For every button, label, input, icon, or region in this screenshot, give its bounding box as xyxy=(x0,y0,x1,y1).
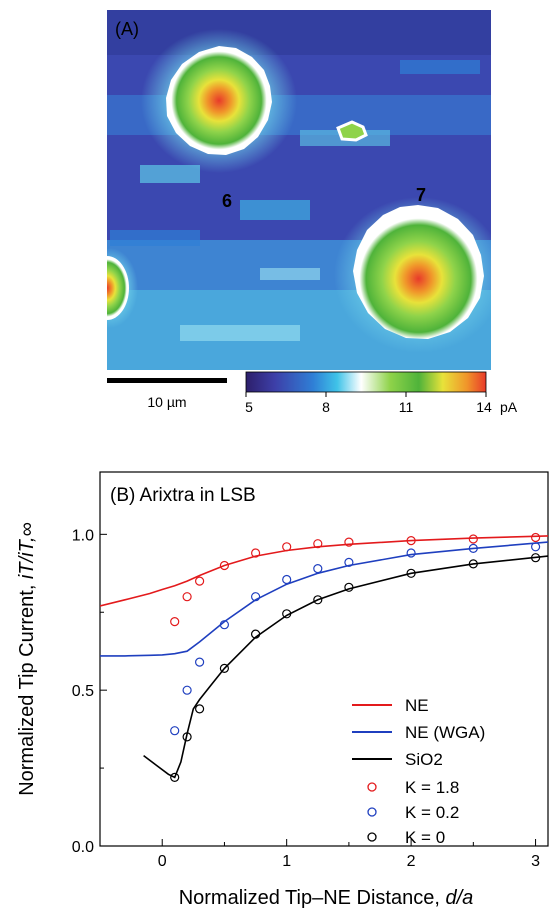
map-texture xyxy=(180,325,300,341)
x-tick-label: 2 xyxy=(407,853,416,870)
data-point-k-1-8 xyxy=(282,542,292,552)
data-point-k-1-8 xyxy=(170,616,180,627)
particle-spot xyxy=(336,120,368,142)
x-tick-label: 1 xyxy=(282,853,291,870)
particle-7 xyxy=(353,205,484,339)
data-point-k-0 xyxy=(530,553,541,563)
colorbar-tick-label: 11 xyxy=(399,399,414,415)
data-point-k-0 xyxy=(344,582,354,592)
x-axis-label: Normalized Tip–NE Distance, d/a xyxy=(179,887,474,909)
data-point-k-0-2 xyxy=(282,574,292,585)
data-point-k-1-8 xyxy=(406,535,416,546)
x-tick-label: 0 xyxy=(158,853,167,870)
panel-a-label: (A) xyxy=(115,19,139,39)
y-tick-label: 0.0 xyxy=(72,839,94,856)
series-line-ne xyxy=(100,535,548,607)
particle-edge xyxy=(107,256,129,320)
plot-area: 0 1 2 3 0.0 0.5 1.0 xyxy=(72,471,549,870)
legend-marker-k0 xyxy=(367,832,377,842)
data-point-k-0 xyxy=(219,663,229,674)
scale-bar xyxy=(107,378,227,383)
legend-label-ne: NE xyxy=(405,696,429,715)
legend-label-k0: K = 0 xyxy=(405,828,445,847)
plot-curves xyxy=(100,532,548,783)
map-texture xyxy=(240,200,310,220)
data-point-k-0-2 xyxy=(251,592,261,602)
legend: NE NE (WGA) SiO2 K = 1.8 K = 0.2 K = 0 xyxy=(352,696,485,847)
series-line-ne-wga- xyxy=(100,541,548,657)
data-point-k-0 xyxy=(468,559,478,569)
data-point-k-0 xyxy=(282,609,292,619)
y-tick-label: 0.5 xyxy=(72,683,94,700)
data-point-k-1-8 xyxy=(251,548,261,558)
x-axis-label-text: Normalized Tip–NE Distance, xyxy=(179,887,446,909)
colorbar-tick-label: 5 xyxy=(245,399,253,415)
map-texture xyxy=(400,60,480,74)
secm-map xyxy=(107,10,491,370)
data-point-k-1-8 xyxy=(344,537,354,547)
data-point-k-0-2 xyxy=(468,543,478,554)
legend-label-k18: K = 1.8 xyxy=(405,778,459,797)
data-point-k-1-8 xyxy=(182,592,192,602)
y-axis-label-text: Normalized Tip Current, xyxy=(16,579,38,796)
plot-title: (B) Arixtra in LSB xyxy=(110,485,256,506)
particle-label-7: 7 xyxy=(416,185,426,205)
data-point-k-0-2 xyxy=(182,685,192,695)
map-texture xyxy=(110,230,200,246)
scale-bar-label: 10 µm xyxy=(147,394,186,410)
particle-label-6: 6 xyxy=(222,191,232,211)
data-point-k-0-2 xyxy=(195,657,205,667)
colorbar-ticks xyxy=(245,392,487,397)
data-point-k-1-8 xyxy=(219,560,229,571)
data-point-k-0-2 xyxy=(530,542,541,552)
data-point-k-0-2 xyxy=(344,557,354,568)
particle-6 xyxy=(166,46,272,155)
data-point-k-0 xyxy=(251,629,261,639)
data-point-k-1-8 xyxy=(313,539,323,549)
legend-marker-k02 xyxy=(367,807,377,817)
x-tick-label: 3 xyxy=(531,853,540,870)
plot-ticks: 0 1 2 3 0.0 0.5 1.0 xyxy=(72,527,540,870)
legend-label-k02: K = 0.2 xyxy=(405,803,459,822)
colorbar xyxy=(245,371,487,393)
legend-marker-k18 xyxy=(367,782,377,792)
data-point-k-1-8 xyxy=(195,576,205,586)
map-texture xyxy=(260,268,320,280)
data-point-k-0 xyxy=(182,732,192,742)
y-tick-label: 1.0 xyxy=(72,527,94,544)
colorbar-tick-label: 8 xyxy=(322,399,330,415)
data-point-k-0-2 xyxy=(406,548,416,558)
colorbar-tick-label: 14 xyxy=(476,399,492,415)
map-texture xyxy=(107,10,491,55)
map-texture xyxy=(140,165,200,183)
y-axis-label-math: iT/iT,∞ xyxy=(16,522,38,579)
data-point-k-0 xyxy=(313,595,323,605)
data-point-k-0 xyxy=(170,772,180,783)
legend-label-sio2: SiO2 xyxy=(405,750,443,769)
legend-label-ne-wga: NE (WGA) xyxy=(405,723,485,742)
plot-frame xyxy=(99,471,549,847)
data-point-k-0 xyxy=(195,704,205,714)
data-point-k-1-8 xyxy=(530,532,541,543)
y-axis-label: Normalized Tip Current, iT/iT,∞ xyxy=(16,522,38,796)
data-point-k-0-2 xyxy=(170,726,180,736)
data-point-k-1-8 xyxy=(468,534,478,544)
data-point-k-0 xyxy=(406,568,416,578)
data-point-k-0-2 xyxy=(219,620,229,630)
colorbar-unit: pA xyxy=(500,399,518,415)
x-axis-label-italic: d/a xyxy=(445,887,473,909)
data-point-k-0-2 xyxy=(313,563,323,574)
series-line-sio2 xyxy=(143,555,548,779)
